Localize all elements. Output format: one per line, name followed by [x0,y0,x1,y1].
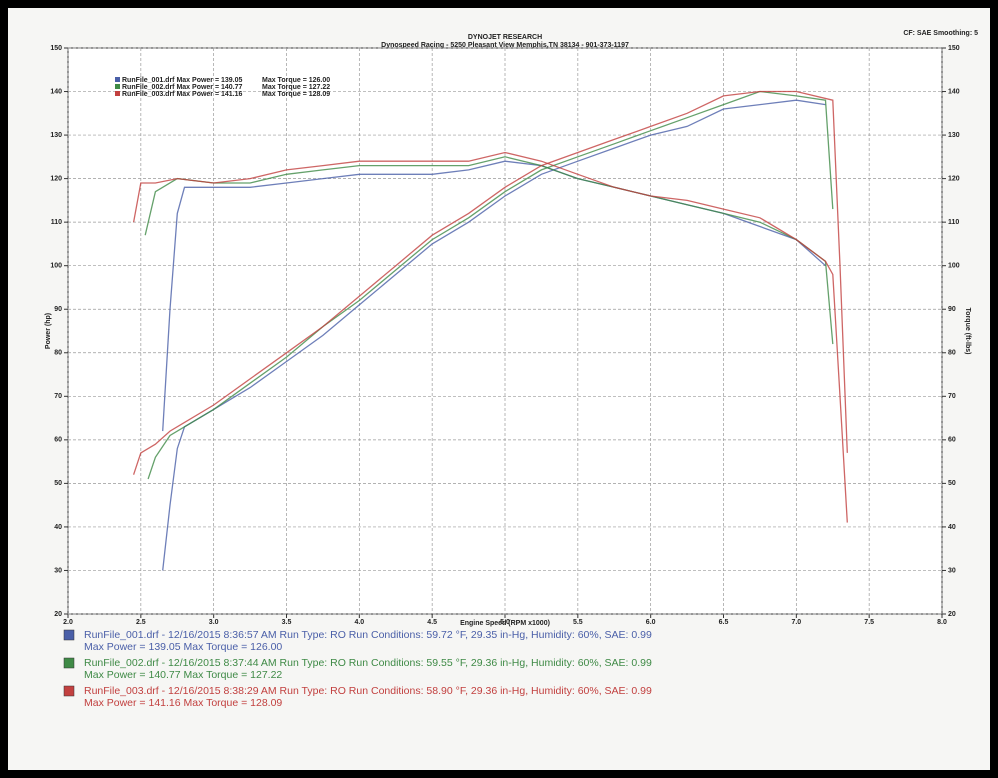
y-axis-title: Power (hp) [45,313,52,349]
y2-tick-label: 120 [948,175,960,182]
run-detail: RunFile_001.drf - 12/16/2015 8:36:57 AM … [84,629,652,641]
y2-tick-label: 40 [948,524,956,531]
y2-tick-label: 70 [948,393,956,400]
run-swatch [63,657,75,669]
data-line [132,151,848,523]
y-tick-label: 90 [54,306,62,313]
y-tick-label: 120 [50,175,62,182]
legend-entry: Max Torque = 127.22 [262,84,330,91]
run-max: Max Power = 139.05 Max Torque = 126.00 [84,641,282,653]
x-tick-label: 6.5 [719,619,729,626]
x-axis-title: Engine Speed (RPM x1000) [460,620,550,627]
y2-tick-label: 130 [948,132,960,139]
x-tick-label: 3.5 [282,619,292,626]
data-line [144,156,834,345]
legend-entry: RunFile_002.drf Max Power = 140.77 [122,84,243,91]
run-swatch [63,629,75,641]
y-tick-label: 130 [50,132,62,139]
run-detail: RunFile_002.drf - 12/16/2015 8:37:44 AM … [84,657,652,669]
y-tick-label: 110 [51,219,62,226]
run-max: Max Power = 140.77 Max Torque = 127.22 [84,669,282,681]
x-tick-label: 4.5 [427,619,437,626]
x-tick-label: 3.0 [209,619,219,626]
x-tick-label: 4.0 [354,619,364,626]
x-tick-label: 5.0 [500,619,510,626]
corner-note: CF: SAE Smoothing: 5 [903,30,978,37]
legend-swatch [115,84,120,89]
chart-title: DYNOJET RESEARCH [468,34,542,41]
y2-tick-label: 50 [948,480,956,487]
chart-subtitle: Dynospeed Racing - 5250 Pleasant View Me… [381,42,629,49]
x-tick-label: 6.0 [646,619,656,626]
x-tick-label: 2.0 [63,619,73,626]
run-detail: RunFile_003.drf - 12/16/2015 8:38:29 AM … [84,685,652,697]
y2-tick-label: 140 [948,88,960,95]
x-tick-label: 2.5 [136,619,146,626]
y-tick-label: 60 [54,437,62,444]
y-tick-label: 30 [54,567,62,574]
y2-tick-label: 90 [948,306,956,313]
y2-tick-label: 100 [948,263,960,270]
legend-entry: Max Torque = 126.00 [262,77,330,84]
y2-tick-label: 150 [948,45,960,52]
y-tick-label: 40 [54,524,62,531]
y2-tick-label: 80 [948,350,956,357]
run-swatch [63,685,75,697]
data-line [132,90,848,475]
y2-axis-title: Torque (ft-lbs) [964,308,971,355]
y-tick-label: 100 [50,263,62,270]
y-tick-label: 50 [54,480,62,487]
y-tick-label: 150 [50,45,62,52]
x-tick-label: 5.5 [573,619,583,626]
y-tick-label: 20 [54,611,62,618]
y2-tick-label: 20 [948,611,956,618]
data-line [147,90,834,480]
x-tick-label: 7.5 [864,619,874,626]
x-tick-label: 7.0 [791,619,801,626]
y-tick-label: 80 [54,350,62,357]
y-tick-label: 70 [54,393,62,400]
legend-entry: Max Torque = 128.09 [262,91,330,98]
y2-tick-label: 60 [948,437,956,444]
x-tick-label: 8.0 [937,619,947,626]
y2-tick-label: 30 [948,567,956,574]
legend-swatch [115,77,120,82]
run-max: Max Power = 141.16 Max Torque = 128.09 [84,697,282,709]
y2-tick-label: 110 [948,219,959,226]
y-tick-label: 140 [50,88,62,95]
legend-entry: RunFile_003.drf Max Power = 141.16 [122,91,243,98]
legend-swatch [115,91,120,96]
legend-entry: RunFile_001.drf Max Power = 139.05 [122,77,243,84]
